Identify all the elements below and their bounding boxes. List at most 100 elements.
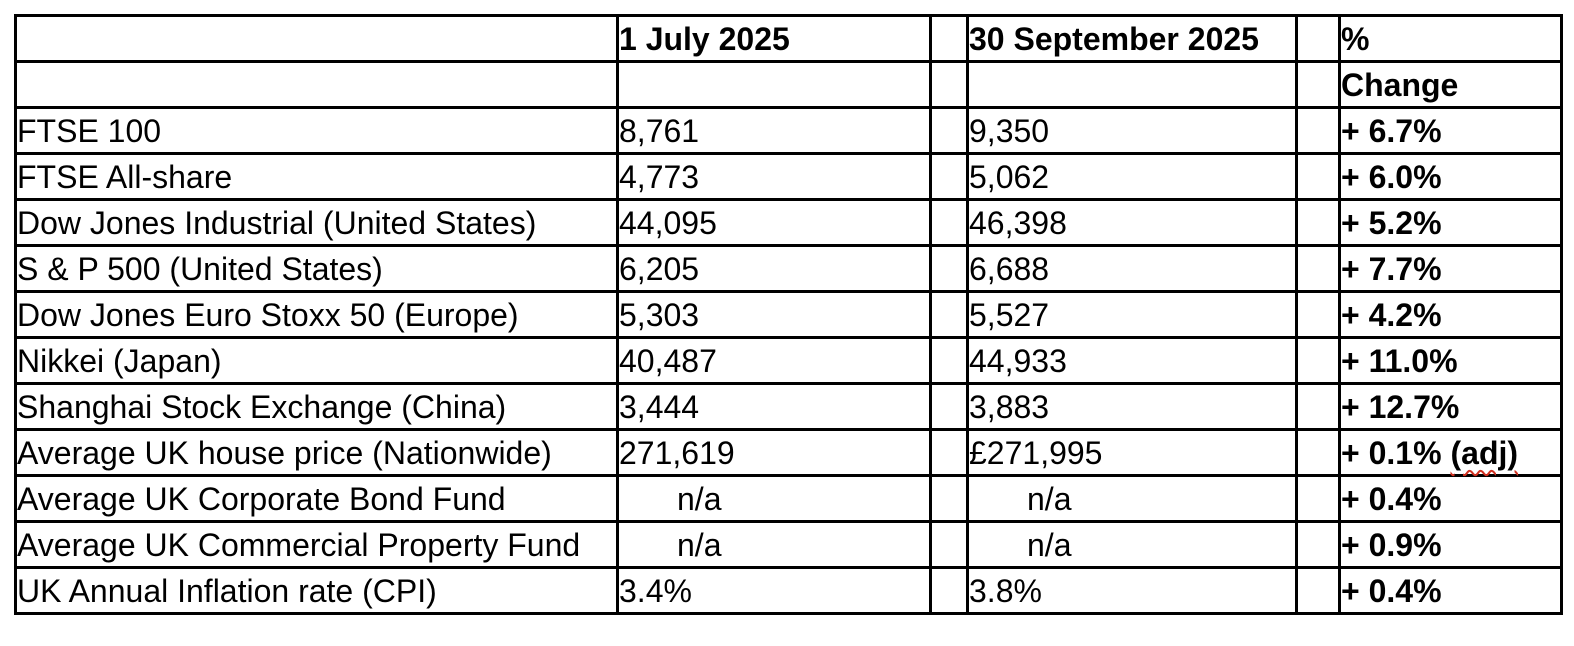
row-label-cell: Dow Jones Industrial (United States) — [14, 198, 619, 247]
spacer-cell — [1295, 152, 1341, 201]
percent-change-value: + 7.7% — [1341, 250, 1442, 287]
spacer-cell — [929, 60, 969, 109]
table-row: Dow Jones Euro Stoxx 50 (Europe) 5,303 5,5… — [14, 290, 1563, 339]
percent-change-value: + 0.9% — [1341, 526, 1442, 563]
spacer-cell — [929, 198, 969, 247]
spacer-cell — [1295, 198, 1341, 247]
header-empty-cell — [616, 60, 932, 109]
spacer-cell — [1295, 290, 1341, 339]
percent-change-cell: + 6.7% — [1338, 106, 1563, 155]
spacer-cell — [929, 382, 969, 431]
row-label-cell: Nikkei (Japan) — [14, 336, 619, 385]
percent-change-value: + 0.1% — [1341, 434, 1442, 471]
percent-change-cell: + 5.2% — [1338, 198, 1563, 247]
header-date-30-sept: 30 September 2025 — [966, 14, 1298, 63]
table-row: Average UK Commercial Property Fund n/a n/… — [14, 520, 1563, 569]
july-value-cell: 6,205 — [616, 244, 932, 293]
spacer-cell — [1295, 14, 1341, 63]
september-value-cell: n/a — [966, 474, 1298, 523]
spacer-cell — [929, 336, 969, 385]
spacer-cell — [1295, 428, 1341, 477]
table-row: Average UK house price (Nationwide) 271,6… — [14, 428, 1563, 477]
percent-change-value: + 4.2% — [1341, 296, 1442, 333]
september-value-cell: n/a — [966, 520, 1298, 569]
row-label-cell: Average UK Corporate Bond Fund — [14, 474, 619, 523]
july-value-cell: n/a — [616, 474, 932, 523]
row-label-cell: Dow Jones Euro Stoxx 50 (Europe) — [14, 290, 619, 339]
july-value-cell: 4,773 — [616, 152, 932, 201]
percent-change-value: + 0.4% — [1341, 572, 1442, 609]
table-row: Shanghai Stock Exchange (China) 3,444 3,88… — [14, 382, 1563, 431]
percent-change-value: + 5.2% — [1341, 204, 1442, 241]
row-label-cell: FTSE All-share — [14, 152, 619, 201]
row-label-cell: FTSE 100 — [14, 106, 619, 155]
percent-change-cell: + 11.0% — [1338, 336, 1563, 385]
september-value-cell: 3.8% — [966, 566, 1298, 615]
percent-change-value: + 11.0% — [1341, 342, 1458, 379]
row-label-cell: UK Annual Inflation rate (CPI) — [14, 566, 619, 615]
july-value-cell: n/a — [616, 520, 932, 569]
spacer-cell — [1295, 106, 1341, 155]
july-value-cell: 44,095 — [616, 198, 932, 247]
spacer-cell — [1295, 520, 1341, 569]
spacer-cell — [929, 520, 969, 569]
header-row-change: Change — [14, 60, 1563, 109]
header-empty-cell — [966, 60, 1298, 109]
september-value-cell: 5,527 — [966, 290, 1298, 339]
percent-change-cell: + 12.7% — [1338, 382, 1563, 431]
spacer-cell — [1295, 60, 1341, 109]
table-row: UK Annual Inflation rate (CPI) 3.4% 3.8% + … — [14, 566, 1563, 615]
percent-change-cell: + 0.9% — [1338, 520, 1563, 569]
percent-change-cell: + 6.0% — [1338, 152, 1563, 201]
row-label-cell: Average UK Commercial Property Fund — [14, 520, 619, 569]
percent-change-value: + 6.7% — [1341, 112, 1442, 149]
table-row: Dow Jones Industrial (United States) 44,0… — [14, 198, 1563, 247]
percent-change-value: + 6.0% — [1341, 158, 1442, 195]
header-percent: % — [1338, 14, 1563, 63]
september-value-cell: 9,350 — [966, 106, 1298, 155]
percent-change-cell: + 4.2% — [1338, 290, 1563, 339]
spacer-cell — [929, 14, 969, 63]
market-comparison-table: 1 July 2025 30 September 2025 % Change F… — [14, 14, 1563, 615]
percent-change-cell: + 0.4% — [1338, 474, 1563, 523]
september-value-cell: 6,688 — [966, 244, 1298, 293]
spacer-cell — [1295, 382, 1341, 431]
september-value-cell: 3,883 — [966, 382, 1298, 431]
september-value-cell: 44,933 — [966, 336, 1298, 385]
header-change: Change — [1338, 60, 1563, 109]
row-label-cell: Average UK house price (Nationwide) — [14, 428, 619, 477]
spacer-cell — [929, 474, 969, 523]
july-value-cell: 271,619 — [616, 428, 932, 477]
spacer-cell — [929, 152, 969, 201]
spacer-cell — [1295, 474, 1341, 523]
spacer-cell — [929, 290, 969, 339]
september-value-cell: 5,062 — [966, 152, 1298, 201]
header-empty-cell — [14, 14, 619, 63]
row-label-cell: S & P 500 (United States) — [14, 244, 619, 293]
header-empty-cell — [14, 60, 619, 109]
spacer-cell — [1295, 566, 1341, 615]
spacer-cell — [1295, 336, 1341, 385]
spacer-cell — [929, 566, 969, 615]
table-row: S & P 500 (United States) 6,205 6,688 + 7.7… — [14, 244, 1563, 293]
percent-change-value: + 0.4% — [1341, 480, 1442, 517]
header-row-dates: 1 July 2025 30 September 2025 % — [14, 14, 1563, 63]
table-row: FTSE 100 8,761 9,350 + 6.7% — [14, 106, 1563, 155]
july-value-cell: 40,487 — [616, 336, 932, 385]
change-note: (adj) — [1450, 434, 1519, 471]
september-value-cell: 46,398 — [966, 198, 1298, 247]
july-value-cell: 8,761 — [616, 106, 932, 155]
spacer-cell — [929, 244, 969, 293]
percent-change-cell: + 7.7% — [1338, 244, 1563, 293]
spacer-cell — [929, 428, 969, 477]
spacer-cell — [1295, 244, 1341, 293]
table-row: FTSE All-share 4,773 5,062 + 6.0% — [14, 152, 1563, 201]
percent-change-value: + 12.7% — [1341, 388, 1460, 425]
percent-change-cell: + 0.1% (adj) — [1338, 428, 1563, 477]
spacer-cell — [929, 106, 969, 155]
table-row: Nikkei (Japan) 40,487 44,933 + 11.0% — [14, 336, 1563, 385]
percent-change-cell: + 0.4% — [1338, 566, 1563, 615]
july-value-cell: 3,444 — [616, 382, 932, 431]
july-value-cell: 5,303 — [616, 290, 932, 339]
